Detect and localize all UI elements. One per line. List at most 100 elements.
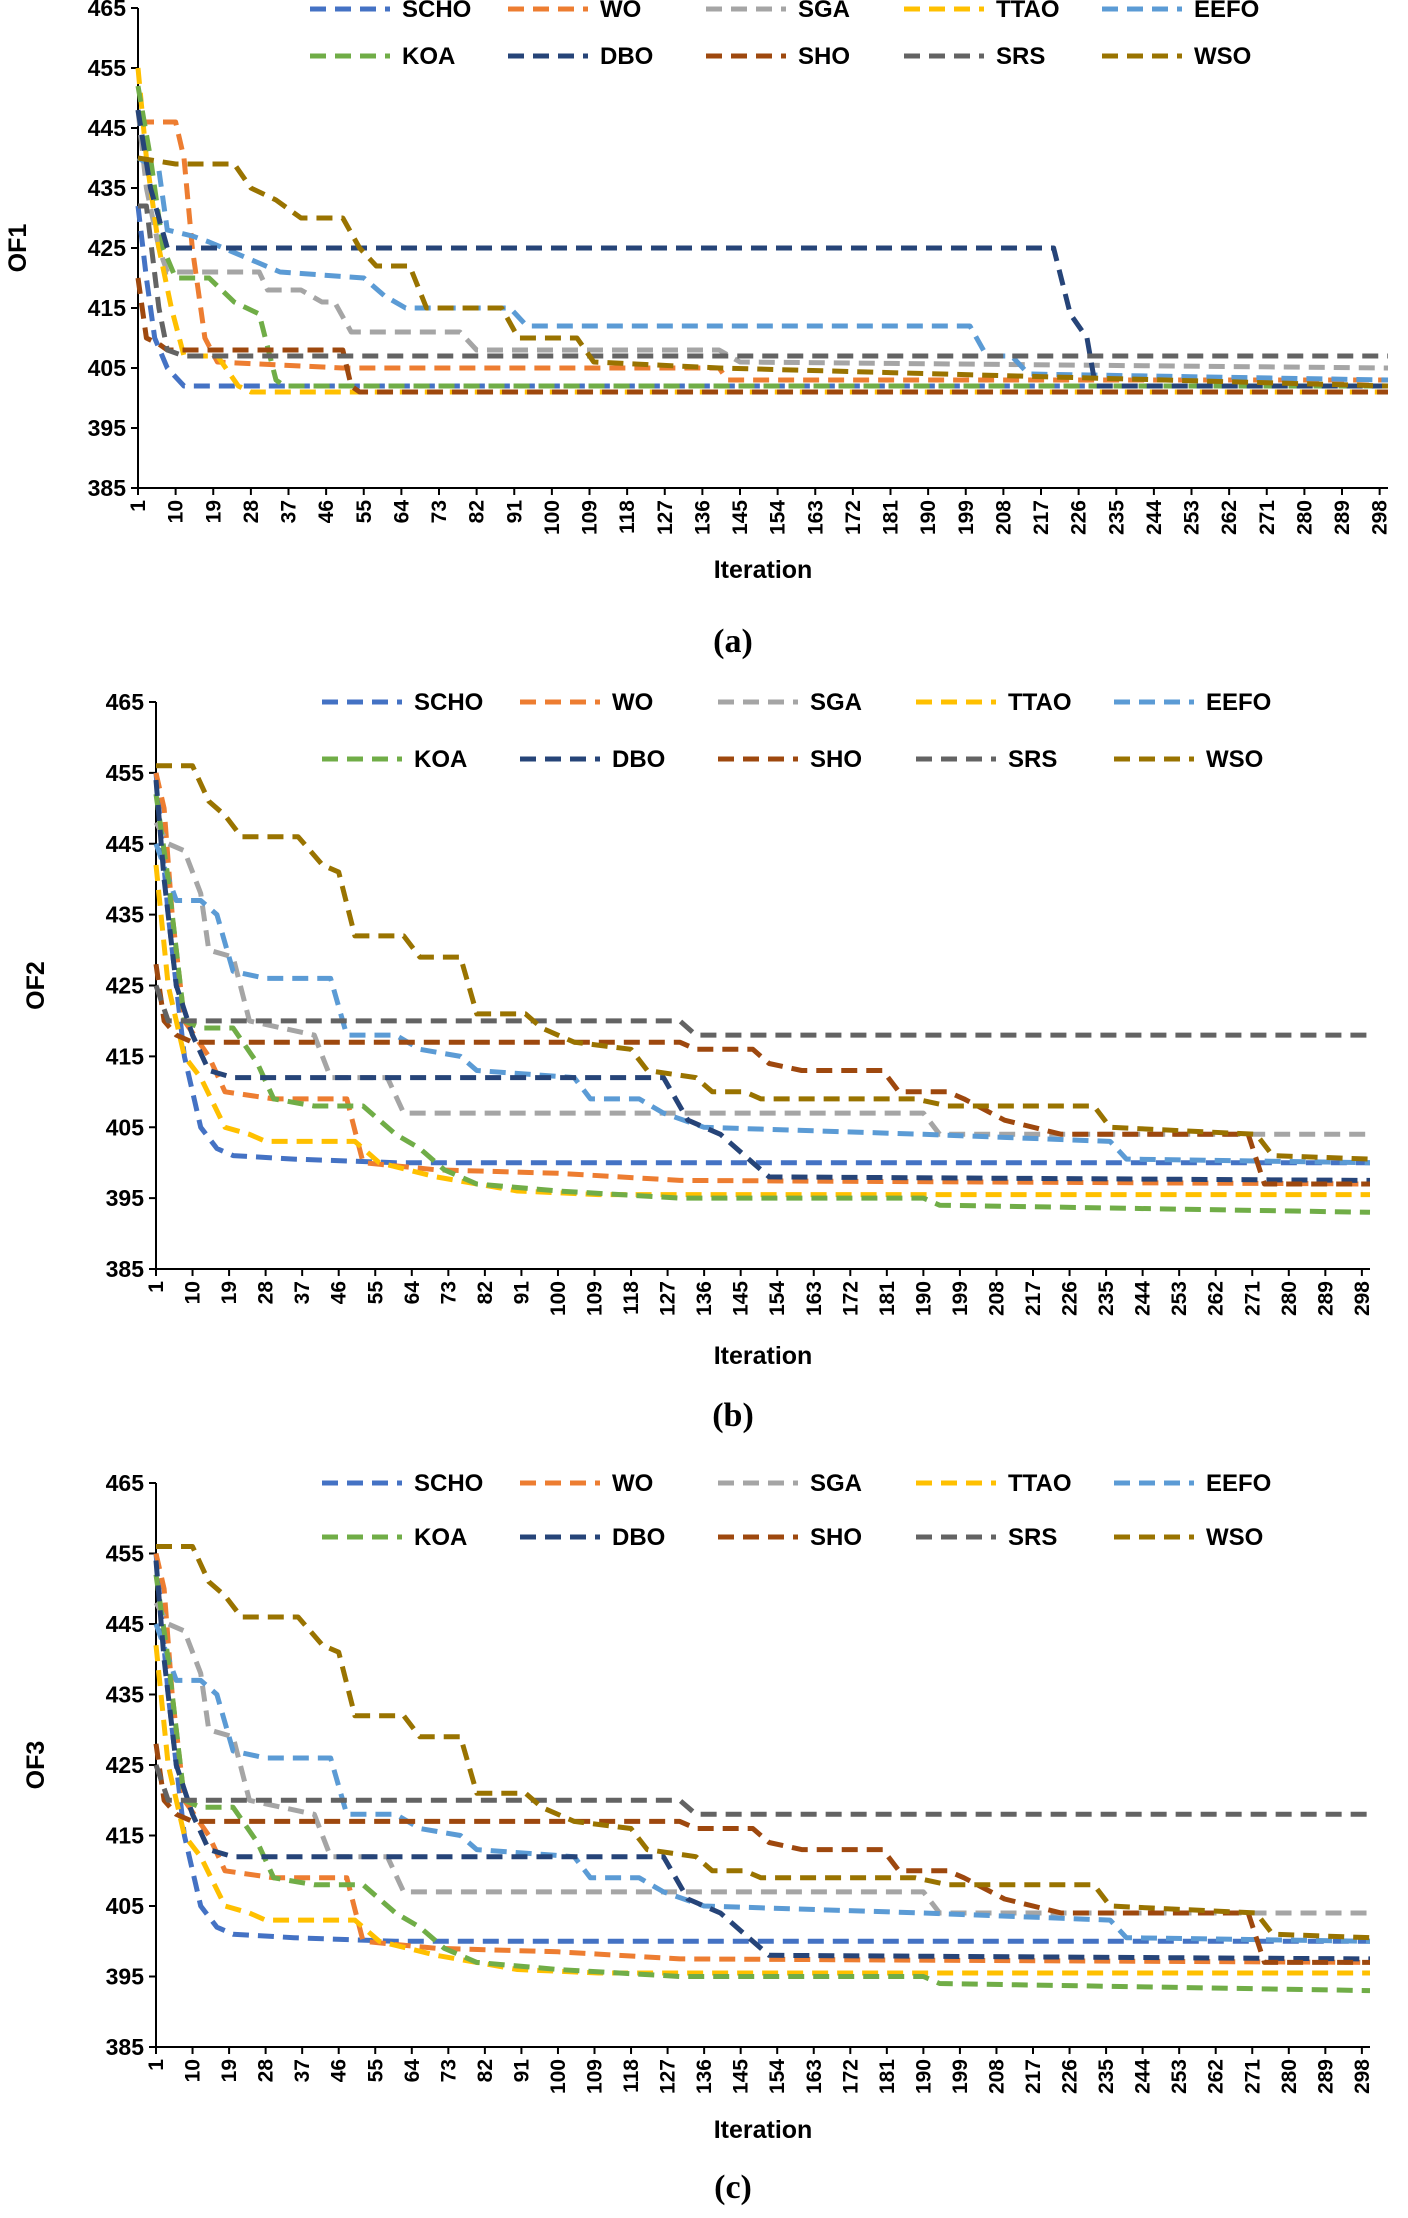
- x-tick-label: 91: [510, 2059, 533, 2083]
- legend-label: SCHO: [414, 689, 483, 716]
- x-tick-label: 271: [1256, 500, 1279, 535]
- x-tick-label: 244: [1132, 2059, 1155, 2094]
- y-tick-label: 445: [106, 831, 145, 857]
- x-tick-label: 262: [1205, 2059, 1228, 2094]
- y-tick-label: 385: [88, 475, 127, 501]
- series-line-koa: [153, 1574, 1371, 1994]
- legend-item-koa: KOA: [322, 746, 467, 773]
- y-tick-label: 465: [88, 0, 127, 21]
- x-tick-label: 235: [1095, 1281, 1118, 1316]
- legend-item-wo: WO: [520, 689, 653, 716]
- legend-item-wso: WSO: [1102, 43, 1251, 70]
- y-tick-label: 415: [88, 295, 127, 321]
- y-tick-label: 425: [106, 973, 145, 999]
- legend-item-ttao: TTAO: [904, 0, 1060, 23]
- y-tick-label: 405: [88, 355, 127, 381]
- x-tick-label: 217: [1022, 2059, 1045, 2094]
- x-tick-label: 163: [803, 2059, 826, 2094]
- y-tick-label: 425: [88, 235, 127, 261]
- x-tick-label: 1: [127, 500, 150, 512]
- x-tick-label: 118: [620, 1281, 643, 1315]
- y-tick-label: 405: [106, 1893, 145, 1919]
- x-tick-label: 37: [278, 500, 301, 523]
- x-tick-label: 127: [657, 1281, 680, 1316]
- y-tick-label: 445: [88, 115, 127, 141]
- legend-label: DBO: [600, 43, 653, 70]
- x-tick-label: 163: [804, 500, 827, 535]
- x-tick-label: 190: [917, 500, 940, 535]
- x-tick-label: 199: [955, 500, 978, 535]
- x-tick-label: 100: [547, 1281, 570, 1316]
- series-line-koa: [153, 793, 1371, 1215]
- legend-item-ttao: TTAO: [916, 1470, 1072, 1497]
- x-tick-label: 109: [584, 2059, 607, 2094]
- legend-label: KOA: [414, 746, 467, 773]
- series-line-srs: [138, 203, 1388, 359]
- x-tick-label: 190: [912, 1281, 935, 1316]
- x-tick-label: 190: [912, 2059, 935, 2094]
- series-line-sga: [153, 1601, 1370, 1916]
- legend-item-koa: KOA: [310, 43, 455, 70]
- x-tick-label: 28: [240, 500, 263, 524]
- series-line-dbo: [135, 109, 1388, 389]
- x-tick-label: 10: [182, 1281, 205, 1304]
- x-tick-label: 91: [510, 1281, 533, 1305]
- legend-label: EEFO: [1206, 1470, 1271, 1497]
- x-tick-label: 172: [842, 500, 865, 535]
- legend-item-scho: SCHO: [322, 689, 483, 716]
- x-tick-label: 199: [949, 2059, 972, 2094]
- y-tick-label: 465: [106, 689, 145, 715]
- legend-label: SHO: [810, 746, 862, 773]
- legend-item-eefo: EEFO: [1114, 689, 1271, 716]
- x-tick-label: 73: [428, 500, 451, 523]
- legend-label: WO: [600, 0, 641, 23]
- legend-item-dbo: DBO: [508, 43, 653, 70]
- x-tick-label: 208: [985, 2059, 1008, 2094]
- x-tick-label: 262: [1205, 1281, 1228, 1316]
- y-tick-label: 435: [106, 1682, 145, 1708]
- legend-label: SCHO: [402, 0, 471, 23]
- x-tick-label: 127: [654, 500, 677, 535]
- legend-label: SCHO: [414, 1470, 483, 1497]
- x-tick-label: 181: [876, 1281, 899, 1316]
- y-tick-label: 385: [106, 1256, 145, 1282]
- x-tick-label: 226: [1059, 2059, 1082, 2094]
- legend-label: KOA: [402, 43, 455, 70]
- x-tick-label: 271: [1241, 2059, 1264, 2094]
- legend-label: TTAO: [1008, 689, 1072, 716]
- x-tick-label: 235: [1095, 2059, 1118, 2094]
- x-tick-label: 181: [880, 500, 903, 535]
- legend-item-srs: SRS: [916, 746, 1057, 773]
- series-line-wo: [153, 772, 1371, 1187]
- x-tick-label: 28: [255, 1281, 278, 1305]
- series-line-ttao: [153, 1644, 1370, 1976]
- x-tick-label: 136: [693, 1281, 716, 1316]
- legend-item-sga: SGA: [706, 0, 850, 23]
- legend-item-eefo: EEFO: [1114, 1470, 1271, 1497]
- x-tick-label: 181: [876, 2059, 899, 2094]
- x-tick-label: 100: [547, 2059, 570, 2094]
- x-tick-label: 280: [1278, 1281, 1301, 1316]
- y-tick-label: 395: [106, 1185, 145, 1211]
- series-line-srs: [153, 984, 1370, 1038]
- x-tick-label: 289: [1331, 500, 1354, 535]
- y-axis-title: OF2: [22, 961, 50, 1010]
- legend-label: SRS: [1008, 746, 1057, 773]
- x-tick-label: 28: [255, 2059, 278, 2083]
- x-tick-label: 208: [985, 1281, 1008, 1316]
- x-tick-label: 145: [730, 1281, 753, 1316]
- legend-label: WO: [612, 1470, 653, 1497]
- x-tick-label: 253: [1168, 2059, 1191, 2094]
- legend-item-dbo: DBO: [520, 746, 665, 773]
- x-tick-label: 46: [328, 1281, 351, 1304]
- y-tick-label: 395: [106, 1964, 145, 1990]
- x-tick-label: 10: [165, 500, 188, 523]
- legend-item-wo: WO: [508, 0, 641, 23]
- x-tick-label: 172: [839, 1281, 862, 1316]
- y-tick-label: 385: [106, 2034, 145, 2060]
- series-line-dbo: [153, 1560, 1371, 1962]
- x-tick-label: 262: [1218, 500, 1241, 535]
- x-tick-label: 55: [364, 1281, 387, 1305]
- x-tick-label: 154: [767, 500, 790, 535]
